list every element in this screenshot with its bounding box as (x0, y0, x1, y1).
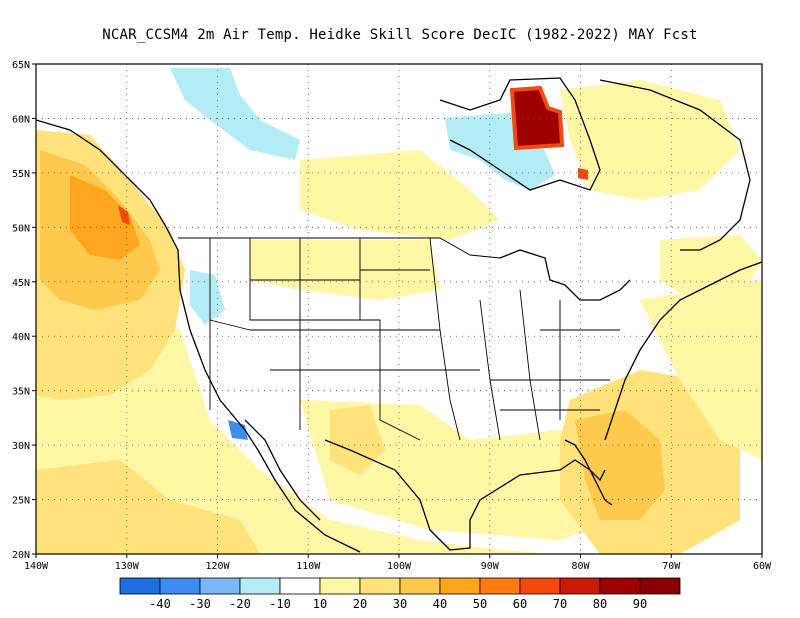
lat-tick-label: 55N (12, 169, 30, 180)
colorbar-swatch (479, 577, 521, 595)
southeast-core (575, 410, 665, 520)
lon-tick-label: 80W (571, 561, 590, 572)
maritimes-yellow (660, 235, 762, 300)
colorbar-label: 50 (473, 597, 487, 611)
pacific-nw-peak (70, 175, 140, 260)
colorbar-label: 90 (633, 597, 647, 611)
lat-ticks: 65N 60N 55N 50N 45N 40N 35N 30N 25N 20N (12, 60, 36, 561)
state-borders (178, 237, 620, 441)
lon-tick-label: 120W (205, 561, 230, 572)
lon-tick-label: 130W (115, 561, 140, 572)
colorbar-label: 30 (393, 597, 407, 611)
atlantic-yellow (640, 280, 762, 460)
texas-orange (330, 405, 385, 475)
colorbar-label: 80 (593, 597, 607, 611)
canada-yellow-band (300, 150, 500, 240)
lon-tick-label: 90W (481, 561, 500, 572)
colorbar-swatch (519, 577, 561, 595)
coastlines (36, 77, 762, 553)
colorbar-label: 70 (553, 597, 567, 611)
labrador-coast (599, 79, 751, 251)
lon-tick-label: 140W (24, 561, 49, 572)
colorbar-label: 60 (513, 597, 527, 611)
colorbar-label: -20 (229, 597, 251, 611)
northern-plains-yellow (250, 240, 440, 300)
colorbar-swatch (399, 577, 441, 595)
colorbar-label: -10 (269, 597, 291, 611)
alaska-blue (170, 68, 300, 160)
colorbar-label: -30 (189, 597, 211, 611)
lat-tick-label: 45N (12, 278, 30, 289)
colorbar-swatch (279, 577, 321, 595)
lon-tick-label: 100W (387, 561, 412, 572)
west-coast (36, 119, 361, 553)
map-title: NCAR_CCSM4 2m Air Temp. Heidke Skill Sco… (102, 27, 698, 43)
colorbar-swatch (639, 577, 681, 595)
quebec-yellow (560, 80, 740, 200)
great-basin-blue (190, 270, 225, 325)
hudson-bay-coast (439, 77, 601, 191)
florida-coast (564, 439, 613, 506)
colorbar: -40 -30 -20 -10 10 20 30 40 50 60 70 80 90 (119, 577, 681, 611)
lat-tick-label: 30N (12, 441, 30, 452)
colorbar-label: -40 (149, 597, 171, 611)
grid-lines (36, 64, 762, 554)
hudson-bay-ring (509, 85, 565, 151)
james-bay-dot (578, 168, 588, 180)
gulf-coast (324, 439, 606, 551)
sw-blue-spot (228, 420, 248, 440)
southwest-pacific-orange (36, 460, 260, 554)
lon-tick-label: 110W (296, 561, 321, 572)
colorbar-swatch (159, 577, 201, 595)
lat-tick-label: 20N (12, 550, 30, 561)
lon-ticks: 140W 130W 120W 110W 100W 90W 80W 70W 60W (24, 554, 772, 572)
lat-tick-label: 60N (12, 114, 30, 125)
colorbar-label: 40 (433, 597, 447, 611)
great-lakes (499, 249, 631, 301)
lon-tick-label: 70W (662, 561, 681, 572)
colorbar-swatch (239, 577, 281, 595)
colorbar-swatch (599, 577, 641, 595)
lat-tick-label: 25N (12, 496, 30, 507)
colorbar-swatch (559, 577, 601, 595)
lat-tick-label: 35N (12, 387, 30, 398)
colorbar-swatch (439, 577, 481, 595)
lat-tick-label: 40N (12, 332, 30, 343)
hudson-bay-max (512, 88, 562, 148)
lon-tick-label: 60W (753, 561, 772, 572)
colorbar-swatch (119, 577, 161, 595)
pacific-yellow-region (36, 290, 560, 554)
colorbar-label: 20 (353, 597, 367, 611)
us-canada-border (178, 237, 501, 259)
lat-tick-label: 50N (12, 223, 30, 234)
skill-shading (36, 64, 762, 554)
colorbar-swatch (199, 577, 241, 595)
lat-tick-label: 65N (12, 60, 30, 71)
colorbar-swatch (319, 577, 361, 595)
colorbar-swatch (359, 577, 401, 595)
east-coast (604, 261, 762, 441)
baja-coast (244, 419, 321, 521)
colorbar-label: 10 (313, 597, 327, 611)
